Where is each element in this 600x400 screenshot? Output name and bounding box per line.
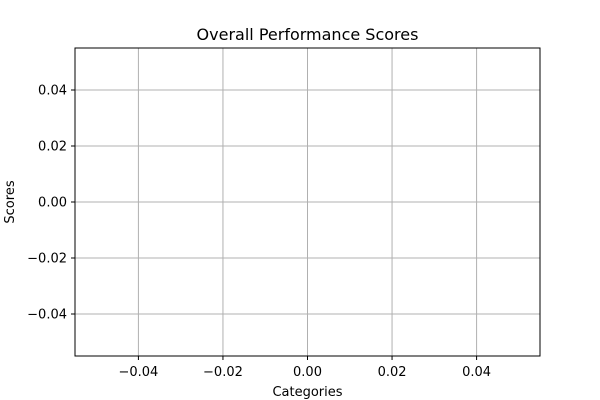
x-axis-label: Categories: [272, 385, 342, 400]
x-tick-label: 0.04: [462, 365, 491, 380]
y-tick-label: 0.02: [38, 140, 67, 155]
grid-layer: [75, 48, 540, 356]
x-tick-label: 0.00: [293, 365, 322, 380]
x-tick-label: 0.02: [378, 365, 407, 380]
chart-title: Overall Performance Scores: [197, 25, 419, 44]
y-tick-label: −0.04: [27, 308, 67, 323]
x-tick-label: −0.02: [203, 365, 243, 380]
y-axis-label: Scores: [3, 180, 18, 223]
tick-layer: −0.04 −0.02 0.00 0.02 0.04 −0.04 −0.02 0.00 0.02…: [27, 84, 491, 381]
x-tick-label: −0.04: [118, 365, 158, 380]
y-tick-label: 0.00: [38, 196, 67, 211]
y-tick-label: 0.04: [38, 84, 67, 99]
y-tick-label: −0.02: [27, 252, 67, 267]
